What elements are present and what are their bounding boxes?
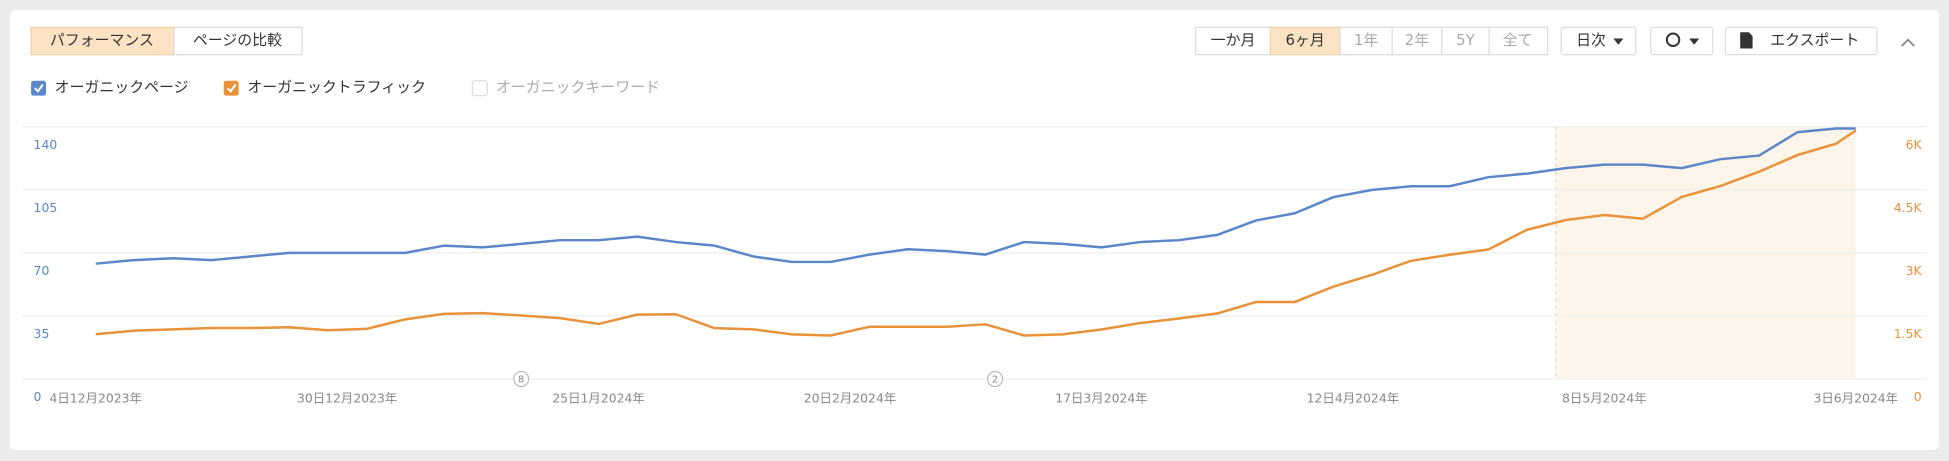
legend-label[interactable]: オーガニックトラフィック xyxy=(247,78,426,96)
legend-check xyxy=(226,83,237,93)
comment-button[interactable] xyxy=(1650,26,1714,56)
range-label[interactable]: 一か月 xyxy=(1211,31,1256,49)
legend-checkbox[interactable] xyxy=(31,80,46,96)
panel xyxy=(9,9,1940,450)
export-label[interactable]: エクスポート xyxy=(1770,31,1859,49)
legend-label[interactable]: オーガニックキーワード xyxy=(496,78,660,96)
y-tick-label: 140 xyxy=(34,137,58,152)
x-tick-label: 17日3月2024年 xyxy=(1055,390,1147,405)
annotation-label[interactable]: 8 xyxy=(518,375,524,386)
range-label[interactable]: 1年 xyxy=(1354,31,1378,49)
tab[interactable] xyxy=(173,26,303,56)
range-label[interactable]: 5Y xyxy=(1456,31,1475,49)
x-tick-label: 12日4月2024年 xyxy=(1307,390,1399,405)
legend-checkbox[interactable] xyxy=(223,80,239,96)
y-tick-label: 105 xyxy=(34,200,58,215)
x-tick-label: 30日12月2023年 xyxy=(297,390,397,405)
range-button[interactable] xyxy=(1391,26,1443,56)
x-tick-label: 3日6月2024年 xyxy=(1813,390,1898,405)
annotation-marker[interactable] xyxy=(987,370,1004,388)
range-button[interactable] xyxy=(1339,26,1393,56)
y-tick-label: 70 xyxy=(34,263,50,278)
x-tick-label: 25日1月2024年 xyxy=(552,390,644,405)
series-line xyxy=(95,127,1856,265)
y2-tick-label: 4.5K xyxy=(1894,200,1923,215)
tab-label[interactable]: ページの比較 xyxy=(193,31,282,49)
range-button[interactable] xyxy=(1441,26,1490,56)
dropdown-icon xyxy=(1613,38,1624,45)
y-tick-label: 35 xyxy=(34,326,50,341)
interval-label[interactable]: 日次 xyxy=(1576,31,1606,49)
comment-icon xyxy=(1665,32,1681,47)
y2-tick-label: 0 xyxy=(1914,389,1922,404)
y-tick-label: 0 xyxy=(34,389,42,404)
interval-button[interactable] xyxy=(1560,26,1637,56)
export-button[interactable] xyxy=(1724,26,1878,56)
x-tick-label: 4日12月2023年 xyxy=(49,390,141,405)
y2-tick-label: 3K xyxy=(1906,263,1923,278)
range-label[interactable]: 6ヶ月 xyxy=(1285,31,1324,49)
y2-tick-label: 1.5K xyxy=(1894,326,1923,341)
collapse-icon[interactable] xyxy=(1901,38,1915,47)
dropdown-icon xyxy=(1689,38,1700,45)
annotation-label[interactable]: 2 xyxy=(992,375,998,386)
series-line xyxy=(95,129,1857,337)
export-icon xyxy=(1740,32,1753,49)
legend-checkbox[interactable] xyxy=(471,80,488,97)
legend-check xyxy=(34,83,44,93)
tab-label[interactable]: パフォーマンス xyxy=(50,31,154,49)
y2-tick-label: 6K xyxy=(1906,137,1923,152)
legend-label[interactable]: オーガニックページ xyxy=(55,78,189,96)
range-label[interactable]: 2年 xyxy=(1405,31,1429,49)
range-button[interactable] xyxy=(1488,26,1549,56)
annotation-marker[interactable] xyxy=(513,370,530,388)
x-tick-label: 8日5月2024年 xyxy=(1562,390,1647,405)
range-label[interactable]: 全て xyxy=(1503,31,1533,49)
x-tick-label: 20日2月2024年 xyxy=(804,390,896,405)
